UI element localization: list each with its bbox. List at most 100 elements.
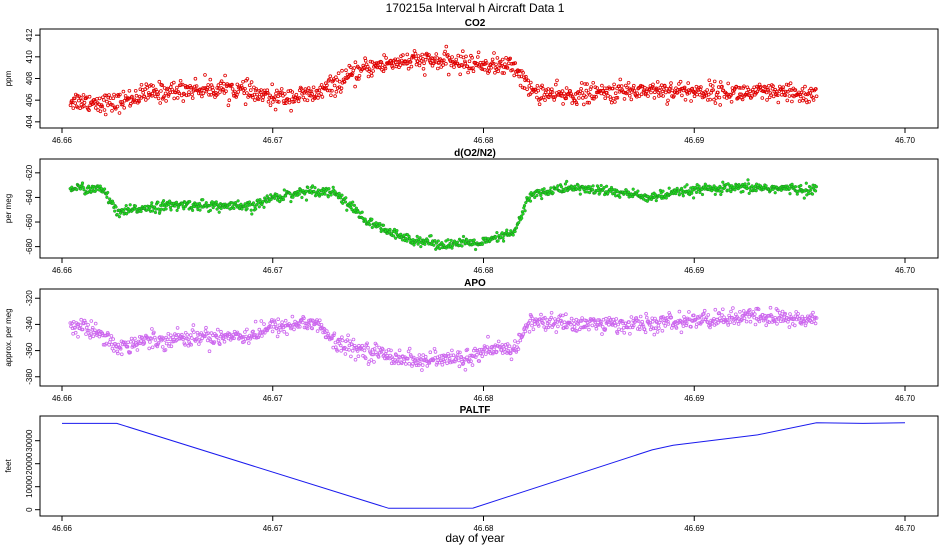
figure-title: 170215a Interval h Aircraft Data 1 <box>386 1 565 15</box>
data-point <box>613 91 618 95</box>
data-point <box>68 103 73 107</box>
data-point <box>527 84 532 88</box>
data-point <box>636 189 640 193</box>
data-point <box>369 358 374 362</box>
data-point <box>653 193 657 197</box>
data-point <box>401 53 405 57</box>
data-point <box>267 324 272 329</box>
data-point <box>147 346 152 351</box>
data-point <box>753 322 758 327</box>
data-point <box>350 73 354 77</box>
data-point <box>626 81 631 85</box>
panel-title: APO <box>464 278 486 289</box>
data-point <box>541 86 545 91</box>
data-point <box>739 318 744 322</box>
data-point <box>335 78 340 82</box>
data-point <box>448 241 452 246</box>
data-point <box>542 187 546 191</box>
data-point <box>219 206 223 211</box>
data-point <box>269 95 274 100</box>
data-point <box>476 50 481 55</box>
data-point <box>100 104 105 109</box>
data-point <box>143 204 147 208</box>
data-point <box>245 91 249 95</box>
data-point <box>788 88 792 92</box>
data-point <box>438 57 443 61</box>
data-point <box>664 196 668 200</box>
data-point <box>325 83 329 87</box>
data-point <box>782 317 786 322</box>
data-point <box>164 341 169 346</box>
data-point <box>127 89 132 93</box>
y-tick-label: 20000 <box>25 452 34 475</box>
data-point <box>780 309 785 314</box>
data-point <box>495 56 500 60</box>
data-point <box>543 98 547 102</box>
data-point <box>686 81 690 85</box>
data-point <box>260 98 265 102</box>
data-point <box>701 311 706 316</box>
data-point <box>425 364 430 368</box>
data-point <box>111 337 115 341</box>
data-point <box>522 326 527 330</box>
data-point <box>175 326 180 330</box>
data-point <box>525 87 529 92</box>
data-point <box>666 319 670 324</box>
data-point <box>471 66 475 70</box>
data-point <box>413 51 418 56</box>
data-point <box>767 320 771 325</box>
data-point <box>416 358 420 363</box>
data-point <box>389 61 394 65</box>
data-point <box>230 336 235 340</box>
scatter-points <box>68 44 819 117</box>
data-point <box>530 323 534 328</box>
data-point <box>281 197 286 202</box>
data-point <box>150 94 154 98</box>
data-point <box>556 184 560 188</box>
data-point <box>370 225 374 230</box>
data-point <box>513 339 517 343</box>
data-point <box>302 325 307 330</box>
data-point <box>169 208 173 212</box>
data-point <box>88 335 92 340</box>
data-point <box>603 327 608 331</box>
data-point <box>285 332 289 337</box>
data-point <box>257 205 261 209</box>
data-point <box>153 338 158 342</box>
data-point <box>679 330 684 335</box>
data-point <box>805 92 810 97</box>
data-point <box>440 362 445 367</box>
data-point <box>328 74 333 78</box>
data-point <box>168 199 172 203</box>
data-point <box>300 195 304 200</box>
data-point <box>206 331 211 336</box>
data-point <box>296 325 300 329</box>
data-point <box>590 323 595 328</box>
data-point <box>187 340 191 344</box>
data-point <box>654 199 658 203</box>
data-point <box>386 347 391 352</box>
data-point <box>332 83 337 88</box>
data-point <box>128 350 133 355</box>
data-point <box>317 318 322 323</box>
data-point <box>151 84 155 88</box>
data-point <box>390 355 394 360</box>
data-point <box>223 73 227 78</box>
data-point <box>249 80 254 84</box>
data-point <box>312 189 316 194</box>
data-point <box>183 342 187 347</box>
data-point <box>486 334 490 339</box>
data-point <box>166 94 171 98</box>
data-point <box>315 88 320 93</box>
data-point <box>719 192 723 197</box>
data-point <box>755 89 760 94</box>
data-point <box>599 91 603 96</box>
data-point <box>282 329 287 334</box>
data-point <box>261 200 265 204</box>
data-point <box>133 89 138 93</box>
data-point <box>674 326 679 330</box>
data-point <box>251 201 256 205</box>
data-point <box>340 338 345 343</box>
data-point <box>552 98 556 102</box>
plot-frame <box>39 158 939 259</box>
